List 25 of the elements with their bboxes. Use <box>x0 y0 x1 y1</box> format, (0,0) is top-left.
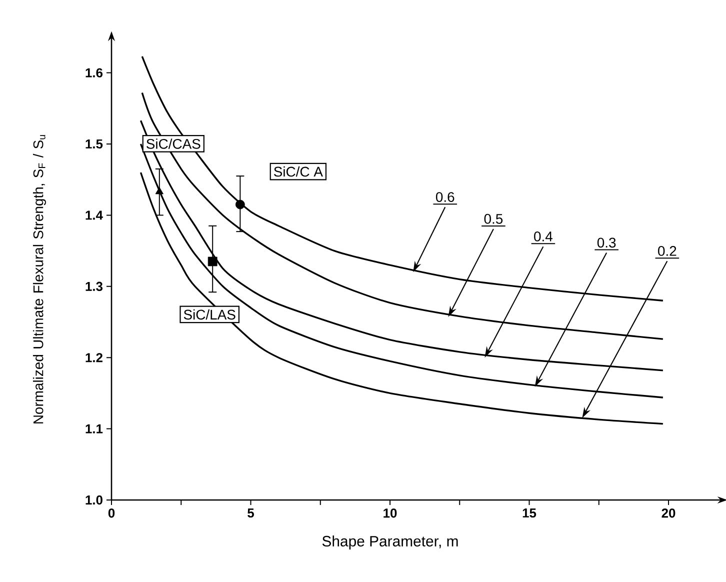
y-tick-label: 1.0 <box>86 495 102 505</box>
x-tick-label: 10 <box>384 508 397 518</box>
text: SiC/CAS <box>146 138 200 149</box>
text: SiC/C A <box>274 166 323 177</box>
y-tick-label: 1.2 <box>86 353 102 362</box>
annotation: 0.4 <box>534 232 552 242</box>
point <box>235 200 245 210</box>
text: SiC/LAS <box>184 309 236 320</box>
x-tick-label: 5 <box>248 508 254 518</box>
y-tick-label: 1.6 <box>86 68 103 78</box>
x-tick-label: 15 <box>522 508 536 518</box>
annotation: 0.6 <box>436 192 454 202</box>
annotation: 0.5 <box>484 214 503 224</box>
x-tick-label: 20 <box>662 508 676 518</box>
y-tick-label: 1.1 <box>86 424 103 434</box>
y-tick-label: 1.5 <box>86 139 103 149</box>
x-tick-label: 0 <box>108 508 115 518</box>
point <box>208 256 218 266</box>
x-axis-title: Shape Parameter, m <box>322 536 458 550</box>
annotation: 0.3 <box>597 238 616 248</box>
point <box>155 187 164 194</box>
annotation: 0.2 <box>658 246 676 256</box>
y-tick-label: 1.3 <box>86 282 103 291</box>
y-axis-title: Normalized Ultimate Flexural Strength, S$_{F}$ / S$_{u}$ <box>32 135 46 424</box>
y-tick-label: 1.4 <box>86 210 103 220</box>
